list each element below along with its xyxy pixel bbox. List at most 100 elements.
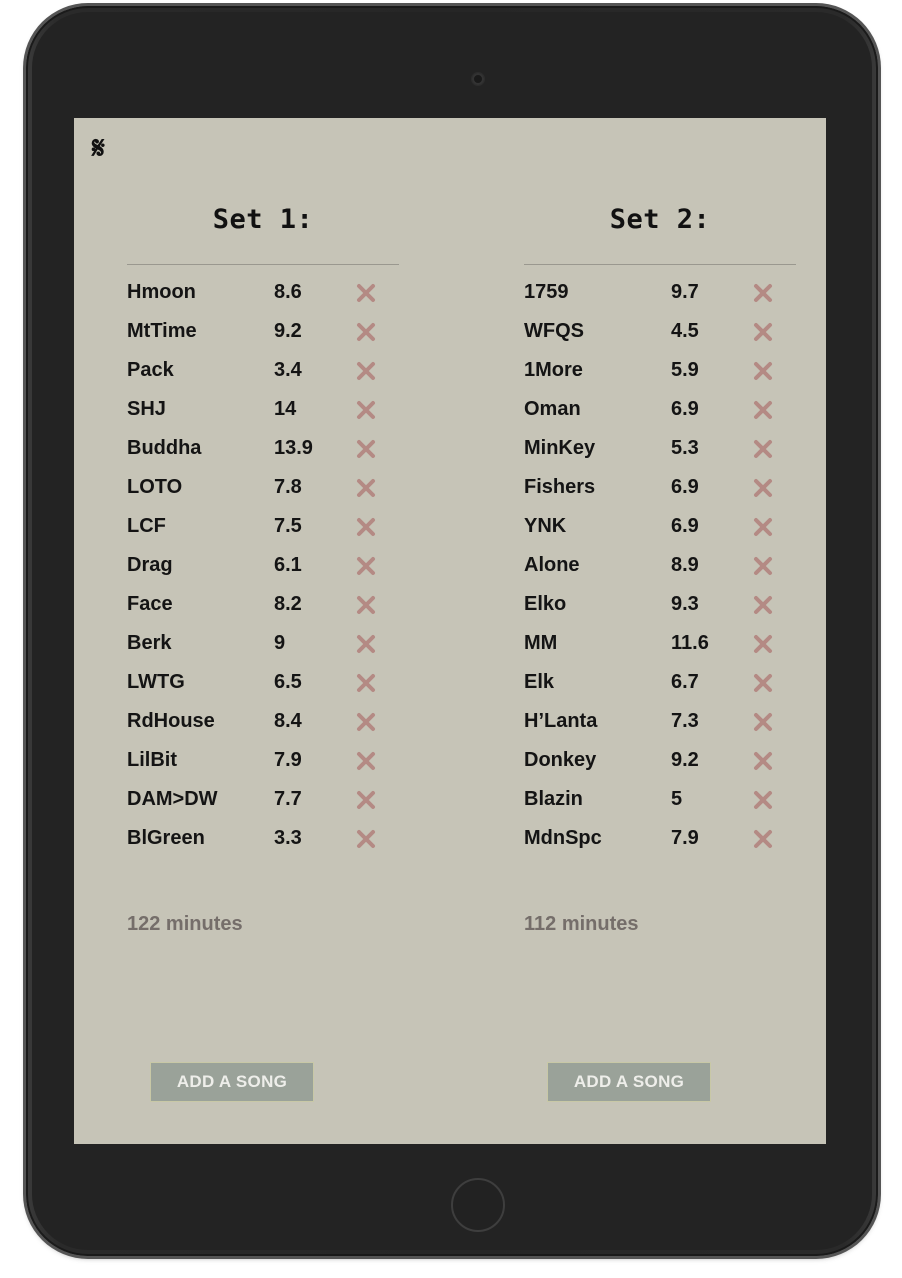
remove-song-button[interactable] (355, 360, 377, 382)
close-icon (357, 713, 375, 731)
song-name: Blazin (524, 788, 583, 810)
song-name: MinKey (524, 437, 596, 459)
remove-song-button[interactable] (355, 594, 377, 616)
song-row: H’Lanta 7.3 (524, 703, 796, 742)
close-icon (357, 323, 375, 341)
song-row: Hmoon 8.6 (127, 274, 399, 313)
close-icon (754, 830, 772, 848)
song-row: LilBit 7.9 (127, 742, 399, 781)
close-icon (754, 323, 772, 341)
remove-song-button[interactable] (752, 399, 774, 421)
song-length: 7.7 (274, 788, 302, 810)
remove-song-button[interactable] (355, 789, 377, 811)
remove-song-button[interactable] (752, 360, 774, 382)
remove-song-button[interactable] (355, 750, 377, 772)
song-name: H’Lanta (524, 710, 598, 732)
song-name: RdHouse (127, 710, 215, 732)
close-icon (754, 557, 772, 575)
song-length: 11.6 (671, 632, 709, 654)
set-2-song-list: 1759 9.7 WFQS 4.5 1More 5.9 Oman 6.9 MinKey 5.3 Fi… (524, 274, 796, 859)
song-row: WFQS 4.5 (524, 313, 796, 352)
remove-song-button[interactable] (752, 438, 774, 460)
song-length: 7.3 (671, 710, 699, 732)
close-icon (754, 479, 772, 497)
remove-song-button[interactable] (752, 321, 774, 343)
remove-song-button[interactable] (355, 399, 377, 421)
song-name: Elk (524, 671, 555, 693)
remove-song-button[interactable] (752, 789, 774, 811)
close-icon (357, 518, 375, 536)
remove-song-button[interactable] (752, 282, 774, 304)
song-row: BlGreen 3.3 (127, 820, 399, 859)
remove-song-button[interactable] (355, 711, 377, 733)
remove-song-button[interactable] (355, 438, 377, 460)
close-icon (357, 791, 375, 809)
remove-song-button[interactable] (752, 672, 774, 694)
song-length: 14 (274, 398, 297, 420)
remove-song-button[interactable] (355, 828, 377, 850)
song-length: 5 (671, 788, 683, 810)
song-name: WFQS (524, 320, 584, 342)
song-length: 6.9 (671, 515, 699, 537)
song-name: Hmoon (127, 281, 196, 303)
song-length: 13.9 (274, 437, 313, 459)
song-length: 3.4 (274, 359, 302, 381)
remove-song-button[interactable] (355, 633, 377, 655)
close-icon (357, 440, 375, 458)
song-length: 6.5 (274, 671, 302, 693)
remove-song-button[interactable] (752, 555, 774, 577)
remove-song-button[interactable] (355, 672, 377, 694)
song-row: Alone 8.9 (524, 547, 796, 586)
remove-song-button[interactable] (355, 477, 377, 499)
close-icon (754, 791, 772, 809)
remove-song-button[interactable] (752, 828, 774, 850)
set-1-add-song-button[interactable]: ADD A SONG (150, 1062, 314, 1102)
song-length: 3.3 (274, 827, 302, 849)
remove-song-button[interactable] (752, 477, 774, 499)
remove-song-button[interactable] (355, 555, 377, 577)
close-icon (754, 635, 772, 653)
song-name: Alone (524, 554, 580, 576)
song-name: Buddha (127, 437, 202, 459)
close-icon (754, 596, 772, 614)
camera-icon (472, 73, 484, 85)
home-button[interactable] (451, 1178, 505, 1232)
song-name: MtTime (127, 320, 197, 342)
song-row: Drag 6.1 (127, 547, 399, 586)
remove-song-button[interactable] (752, 750, 774, 772)
song-row: Oman 6.9 (524, 391, 796, 430)
close-icon (754, 440, 772, 458)
set-2-add-song-button[interactable]: ADD A SONG (547, 1062, 711, 1102)
remove-song-button[interactable] (752, 711, 774, 733)
close-icon (754, 752, 772, 770)
song-row: 1More 5.9 (524, 352, 796, 391)
song-length: 9.3 (671, 593, 699, 615)
close-icon (754, 284, 772, 302)
song-length: 6.7 (671, 671, 699, 693)
close-icon (357, 284, 375, 302)
song-name: Pack (127, 359, 174, 381)
close-icon (754, 713, 772, 731)
song-row: LOTO 7.8 (127, 469, 399, 508)
remove-song-button[interactable] (752, 633, 774, 655)
song-length: 7.9 (671, 827, 699, 849)
song-length: 7.5 (274, 515, 302, 537)
song-row: RdHouse 8.4 (127, 703, 399, 742)
song-row: Elko 9.3 (524, 586, 796, 625)
remove-song-button[interactable] (355, 321, 377, 343)
remove-song-button[interactable] (355, 282, 377, 304)
song-length: 9.2 (274, 320, 302, 342)
song-name: Berk (127, 632, 172, 654)
song-row: SHJ 14 (127, 391, 399, 430)
song-row: LCF 7.5 (127, 508, 399, 547)
song-length: 5.9 (671, 359, 699, 381)
remove-song-button[interactable] (752, 594, 774, 616)
song-length: 7.8 (274, 476, 302, 498)
set-2-total-minutes: 112 minutes (524, 913, 639, 935)
set-1-column: Set 1: Hmoon 8.6 MtTime 9.2 Pack 3.4 SHJ 14 Budd… (127, 118, 399, 1144)
song-name: DAM>DW (127, 788, 218, 810)
close-icon (754, 401, 772, 419)
remove-song-button[interactable] (355, 516, 377, 538)
remove-song-button[interactable] (752, 516, 774, 538)
song-length: 9.2 (671, 749, 699, 771)
